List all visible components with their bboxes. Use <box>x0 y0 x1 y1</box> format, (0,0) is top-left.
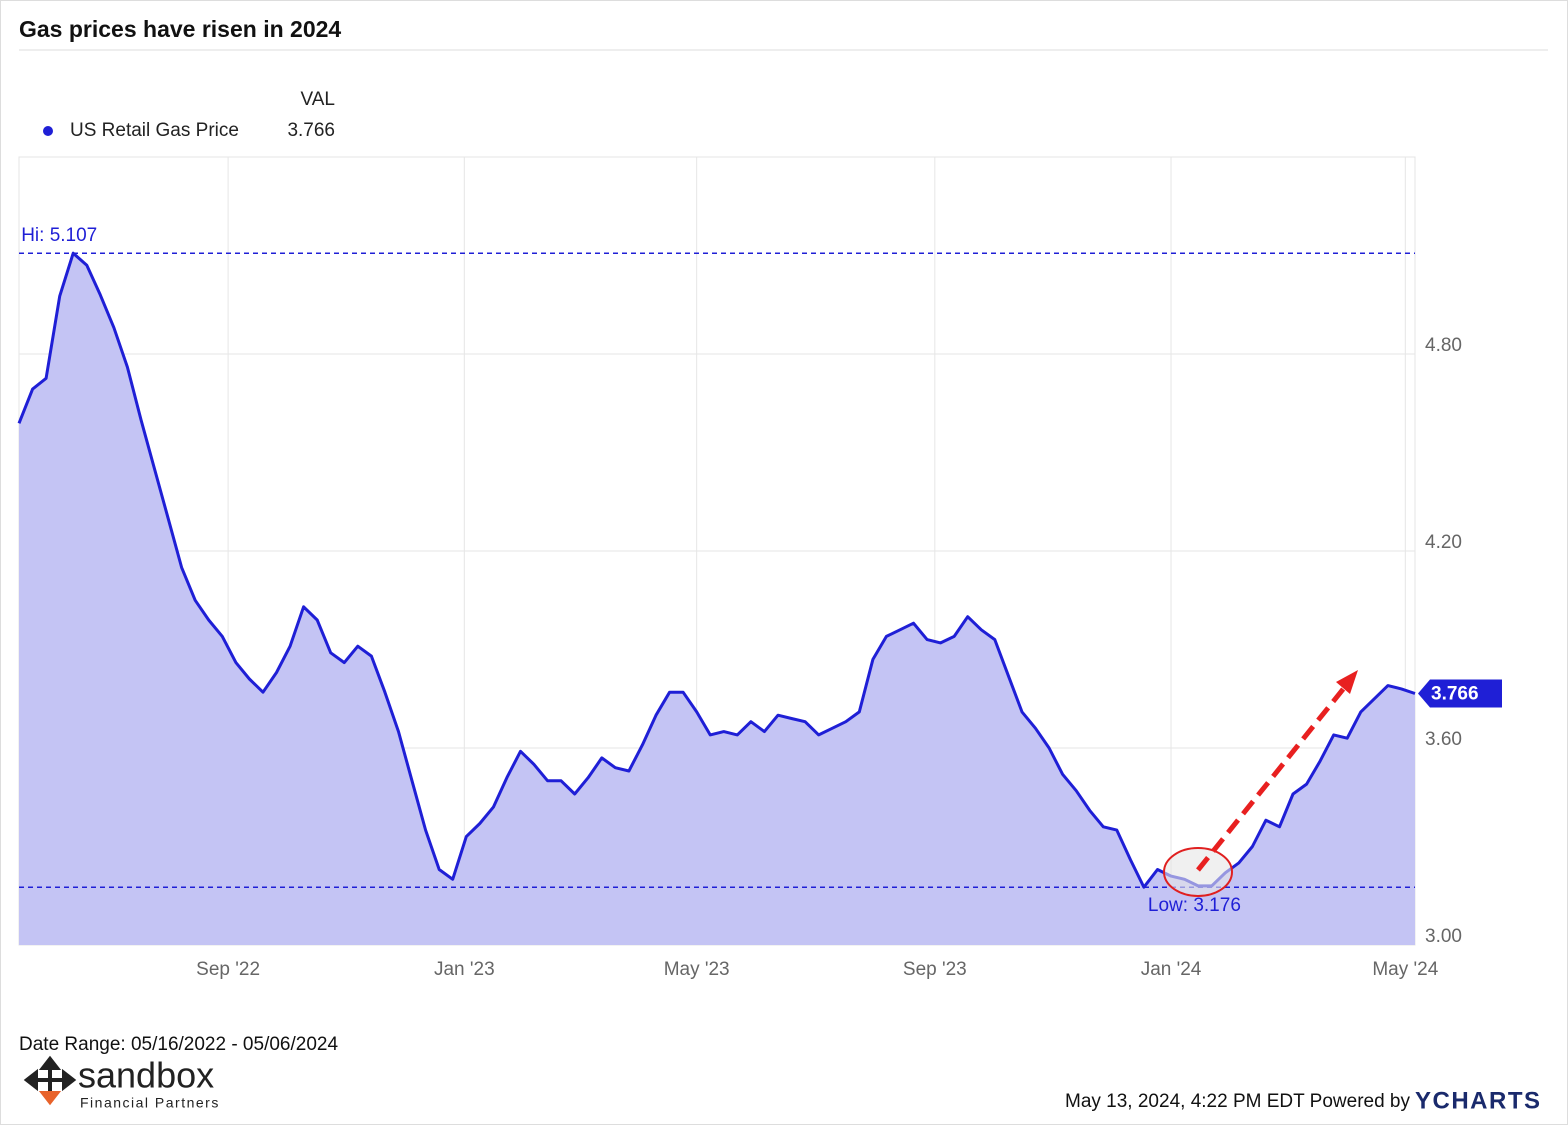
y-tick-label: 3.00 <box>1425 926 1462 947</box>
trend-arrow <box>1196 686 1346 872</box>
logo-text: sandbox <box>78 1055 214 1096</box>
date-range: Date Range: 05/16/2022 - 05/06/2024 <box>19 1034 338 1055</box>
legend-value: 3.766 <box>287 120 335 141</box>
legend-label: US Retail Gas Price <box>70 120 239 141</box>
reference-label: Low: 3.176 <box>1148 895 1241 916</box>
legend-dot <box>43 126 53 136</box>
x-tick-label: Jan '24 <box>1141 959 1202 980</box>
x-tick-label: May '23 <box>664 959 730 980</box>
y-tick-label: 4.20 <box>1425 532 1462 553</box>
trend-arrowhead <box>1336 670 1358 694</box>
x-tick-label: Sep '22 <box>196 959 260 980</box>
legend-header: VAL <box>300 89 335 110</box>
logo-subtext: Financial Partners <box>80 1095 220 1111</box>
plot: 3.00 3.60 4.20 4.80 Sep '22 Jan '23 May '23 Sep… <box>17 156 1502 980</box>
chart-title: Gas prices have risen in 2024 <box>19 16 341 42</box>
end-tag-label: 3.766 <box>1431 684 1479 705</box>
x-tick-label: Jan '23 <box>434 959 495 980</box>
y-tick-label: 4.80 <box>1425 335 1462 356</box>
area-fill <box>19 253 1415 945</box>
brand: YCHARTS <box>1415 1087 1542 1114</box>
end-tag <box>1418 679 1502 708</box>
timestamp: May 13, 2024, 4:22 PM EDT Powered by <box>1065 1091 1410 1112</box>
y-tick-label: 3.60 <box>1425 729 1462 750</box>
highlight-circle <box>1163 847 1233 897</box>
logo-icon <box>23 1055 77 1106</box>
x-tick-label: May '24 <box>1372 959 1438 980</box>
x-tick-label: Sep '23 <box>903 959 967 980</box>
reference-label: Hi: 5.107 <box>21 225 97 246</box>
